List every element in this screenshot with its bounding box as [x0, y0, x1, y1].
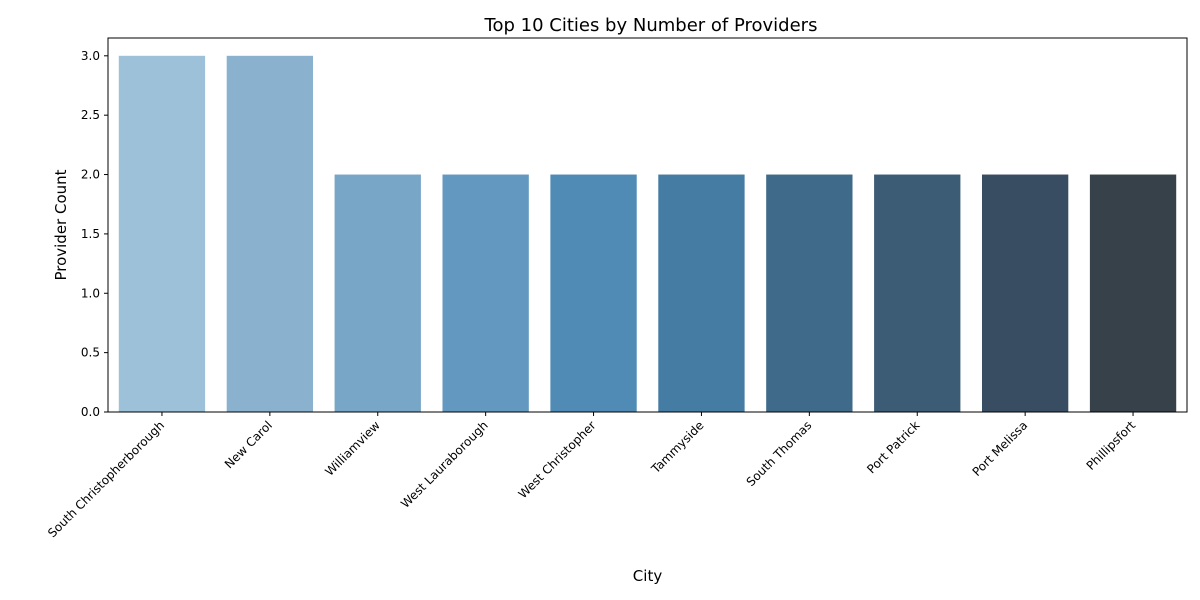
x-tick-label: West Lauraborough	[398, 418, 491, 511]
y-tick-label: 0.5	[81, 346, 100, 360]
bars-group	[118, 55, 1177, 413]
x-tick-label: South Thomas	[744, 418, 815, 489]
x-tick-label: Tammyside	[648, 418, 707, 477]
x-tick-label: Williamview	[322, 418, 383, 479]
bar-6	[766, 174, 853, 412]
y-tick-label: 0.0	[81, 405, 100, 419]
bar-2	[334, 174, 421, 412]
y-tick-label: 3.0	[81, 49, 100, 63]
bar-3	[442, 174, 529, 412]
x-axis-title: City	[633, 567, 663, 585]
bar-7	[874, 174, 961, 412]
y-axis-title: Provider Count	[52, 169, 70, 280]
y-tick-label: 1.5	[81, 227, 100, 241]
x-axis: South Christopherborough New Carol William…	[45, 412, 1138, 540]
plot-frame	[107, 37, 1188, 413]
y-tick-label: 2.5	[81, 108, 100, 122]
bar-5	[658, 174, 745, 412]
x-tick-label: Phillipsfort	[1084, 418, 1139, 473]
bar-1	[226, 55, 314, 413]
x-tick-label: Port Melissa	[970, 418, 1031, 479]
x-tick-label: New Carol	[222, 418, 275, 471]
bar-4	[550, 174, 637, 412]
x-tick-label: South Christopherborough	[45, 418, 167, 540]
bar-0	[118, 55, 206, 413]
y-tick-label: 1.0	[81, 286, 100, 300]
chart-title: Top 10 Cities by Number of Providers	[484, 15, 818, 36]
y-axis: 0.0 0.5 1.0 1.5 2.0 2.5 3.0	[81, 49, 108, 419]
bar-8	[981, 174, 1069, 412]
x-tick-label: Port Patrick	[864, 418, 922, 476]
y-tick-label: 2.0	[81, 168, 100, 182]
bar-9	[1089, 174, 1177, 412]
x-tick-label: West Christopher	[516, 418, 599, 501]
